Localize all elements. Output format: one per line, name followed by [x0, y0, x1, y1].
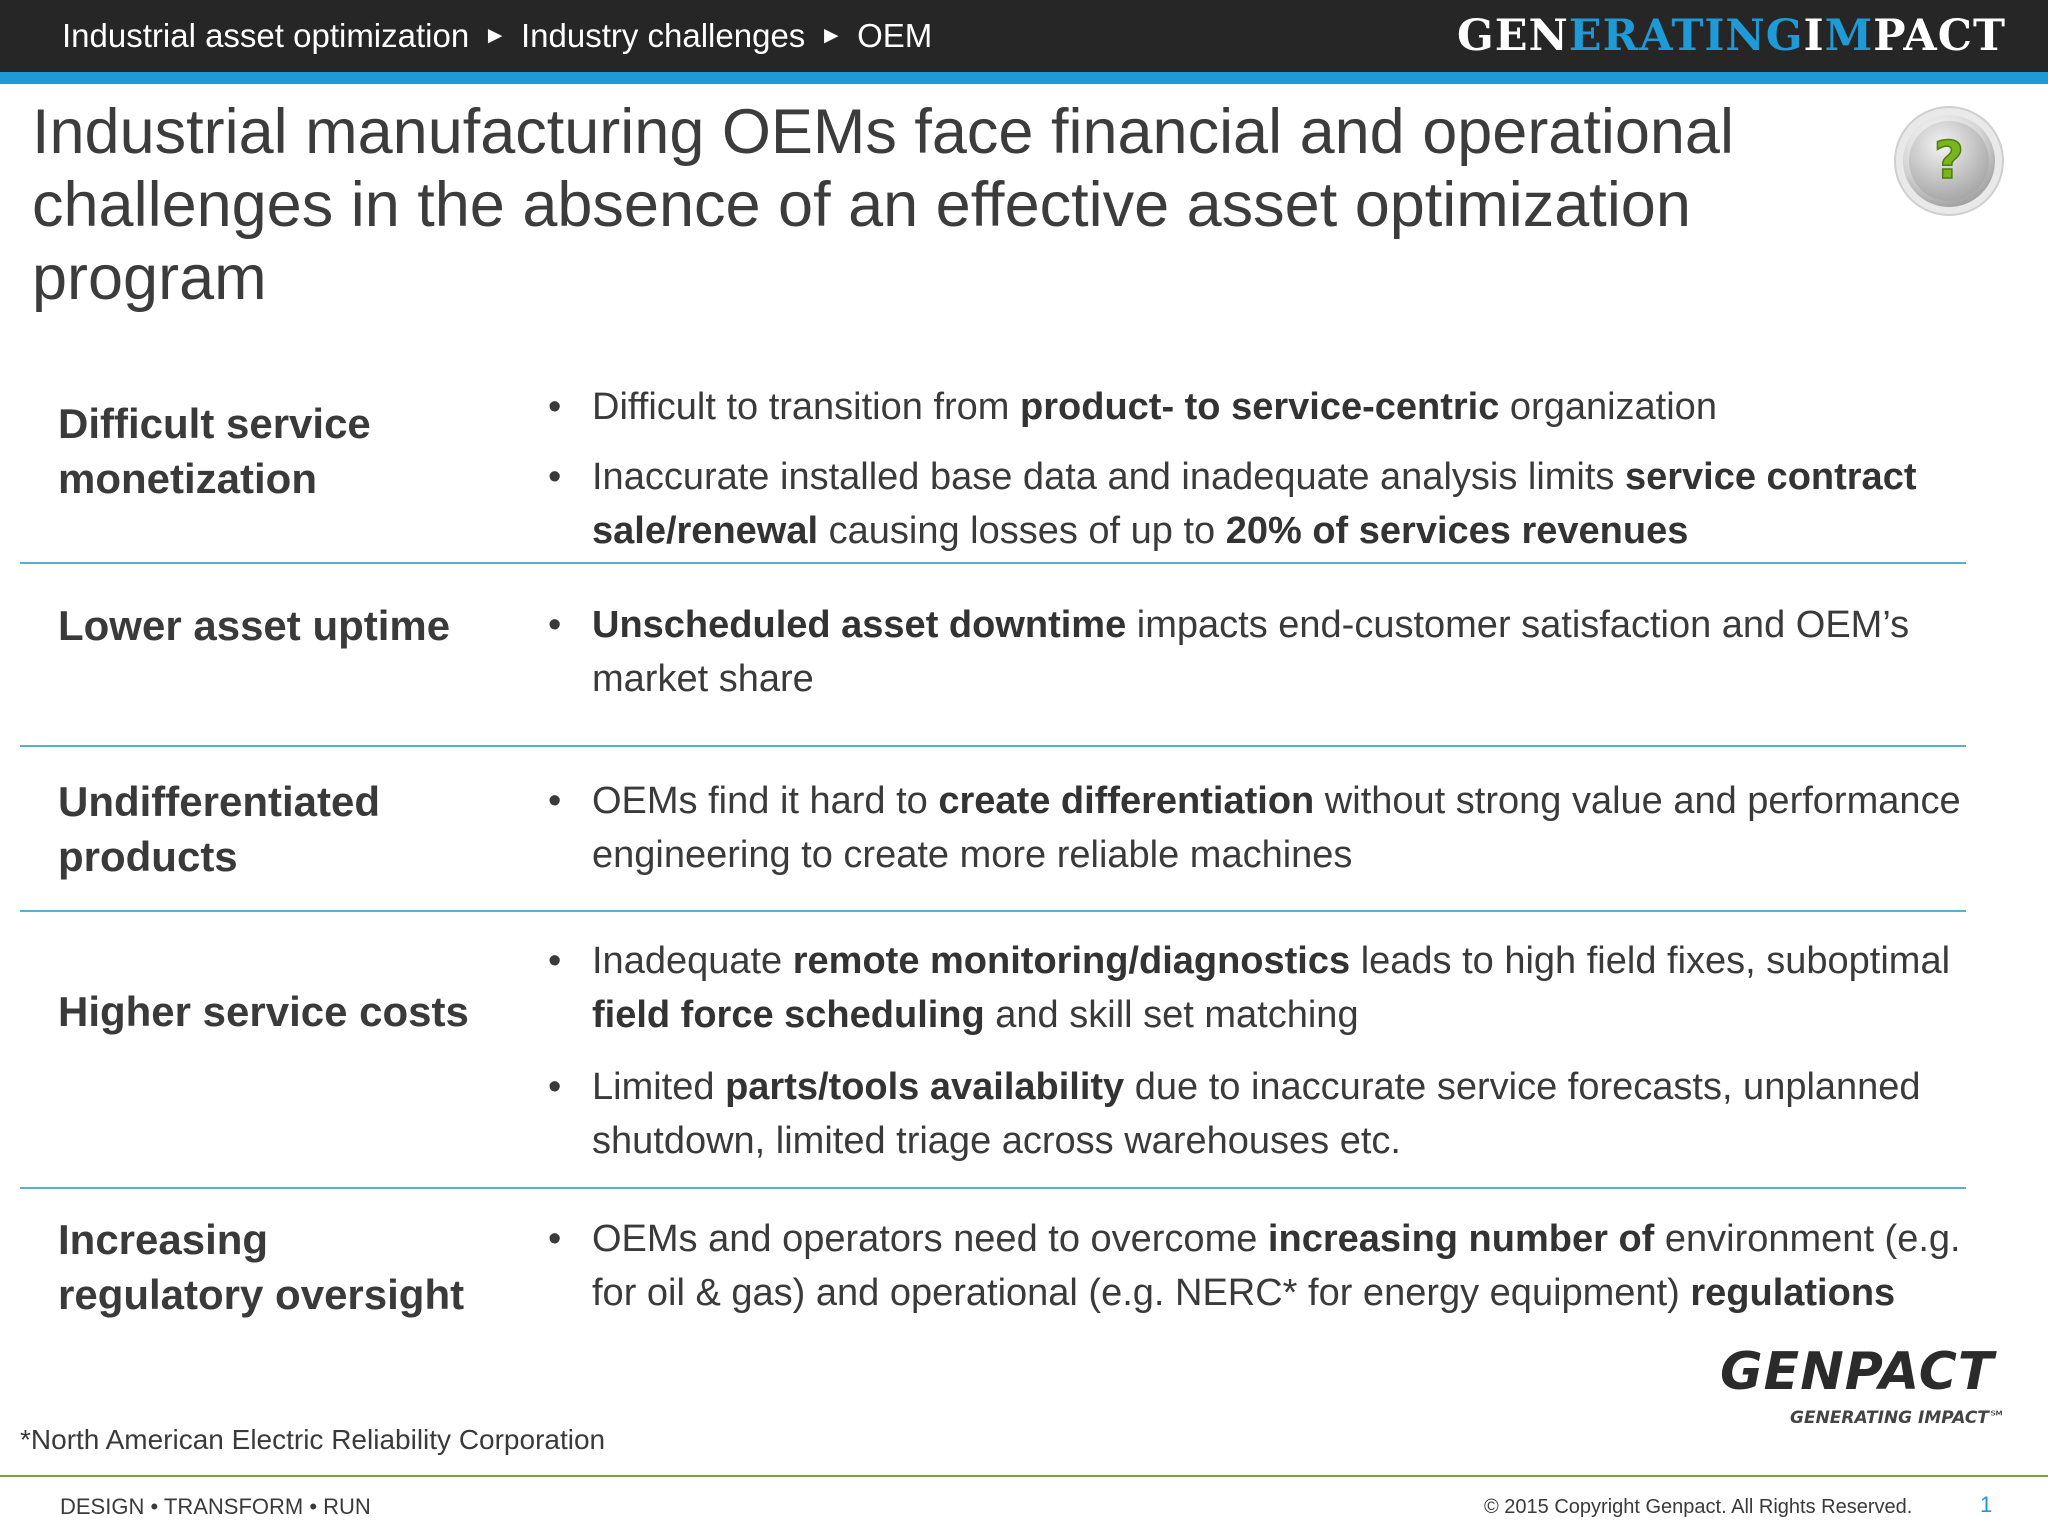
bullet-text: and skill set matching	[984, 994, 1359, 1036]
bullet-text: Limited	[592, 1066, 726, 1108]
bullet-list: • OEMs and operators need to overcome inc…	[536, 1212, 1996, 1320]
row-divider	[20, 910, 1966, 912]
bullet-dot: •	[548, 604, 562, 646]
genpact-logo: GENPACT GENERATING IMPACT℠	[1700, 1342, 2006, 1442]
bullet-text: leads to high field fixes, suboptimal	[1350, 940, 1951, 982]
svg-text:?: ?	[1934, 131, 1964, 191]
row-label: Difficult service monetization	[58, 400, 371, 502]
breadcrumb-separator-icon: ►	[819, 22, 844, 49]
bullet-dot: •	[548, 1066, 562, 1108]
breadcrumb-separator-icon: ►	[483, 22, 507, 49]
bullet-text: due to inaccurate service forecasts, unp…	[592, 1066, 1921, 1162]
brand-part: M	[1824, 11, 1874, 61]
top-bar	[0, 0, 2048, 72]
breadcrumb-item-asset-optimization: Industrial asset optimization	[62, 17, 470, 54]
bullet-list: • Difficult to transition from product- t…	[536, 380, 1996, 558]
bullet-dot: •	[548, 386, 562, 428]
bullet-text: Inaccurate installed base data and inade…	[592, 456, 1625, 498]
row-divider	[20, 745, 1966, 747]
brand-wordmark: GEN ERATING I M PACT	[1457, 8, 2006, 64]
bullet-item: • Difficult to transition from product- t…	[536, 380, 1996, 434]
footnote: *North American Electric Reliability Cor…	[20, 1424, 606, 1455]
bullet-emphasis: product- to service-centric	[1020, 386, 1500, 428]
bullet-text: OEMs find it hard to	[592, 780, 939, 822]
bullet-list: • Inadequate remote monitoring/diagnostic…	[536, 934, 1996, 1168]
brand-part: I	[1803, 11, 1825, 61]
bullet-dot: •	[548, 940, 562, 982]
brand-part: ERATING	[1568, 11, 1804, 61]
page-number: 1	[1980, 1492, 1993, 1517]
footer-copyright: © 2015 Copyright Genpact. All Rights Res…	[1484, 1496, 1913, 1518]
bullet-dot: •	[548, 456, 562, 498]
top-bar-accent	[0, 72, 2048, 84]
bullet-item: • Inaccurate installed base data and inad…	[536, 450, 1996, 558]
bullet-list: • Unscheduled asset downtime impacts end-…	[536, 598, 1996, 706]
bullet-text: organization	[1499, 386, 1717, 428]
bullet-text: Difficult to transition from	[592, 386, 1021, 428]
row-divider	[20, 562, 1966, 564]
bullet-text: impacts end-customer satisfaction and OE…	[592, 604, 1910, 700]
logo-wordmark: GENPACT	[1720, 1342, 1995, 1402]
breadcrumb: Industrial asset optimization ► Industry…	[62, 14, 932, 58]
brand-part: GEN	[1456, 11, 1569, 61]
footer-divider	[0, 1475, 2048, 1477]
bullet-emphasis: create differentiation	[938, 780, 1315, 822]
bullet-emphasis: regulations	[1690, 1272, 1896, 1314]
bullet-text: causing losses of up to	[818, 510, 1226, 552]
bullet-dot: •	[548, 780, 562, 822]
bullet-emphasis: Unscheduled asset downtime	[592, 604, 1127, 646]
bullet-text: without strong value and performance eng…	[592, 780, 1961, 876]
bullet-emphasis: 20% of services revenues	[1225, 510, 1689, 552]
bullet-item: • Inadequate remote monitoring/diagnostic…	[536, 934, 1996, 1042]
row-divider	[20, 1187, 1966, 1189]
bullet-text: environment (e.g. for oil & gas) and ope…	[592, 1218, 1961, 1314]
bullet-emphasis: service contract sale/renewal	[592, 456, 1917, 552]
bullet-emphasis: parts/tools availability	[725, 1066, 1125, 1108]
row-label: Increasing regulatory oversight	[58, 1216, 465, 1318]
footer-tagline: DESIGN • TRANSFORM • RUN	[60, 1494, 371, 1519]
bullet-item: • OEMs and operators need to overcome inc…	[536, 1212, 1996, 1320]
bullet-emphasis: field force scheduling	[592, 994, 985, 1036]
breadcrumb-item-oem: OEM	[857, 17, 933, 54]
bullet-list: • OEMs find it hard to create differentia…	[536, 774, 1996, 882]
bullet-item: • OEMs find it hard to create differentia…	[536, 774, 1996, 882]
logo-tagline: GENERATING IMPACT℠	[1790, 1408, 2007, 1428]
question-mark-icon[interactable]: ?	[1892, 104, 2006, 218]
brand-part: PACT	[1873, 11, 2006, 61]
bullet-emphasis: remote monitoring/diagnostics	[792, 940, 1351, 982]
row-label: Lower asset uptime	[58, 602, 451, 649]
bullet-text: OEMs and operators need to overcome	[592, 1218, 1268, 1260]
row-label: Undifferentiated products	[58, 778, 381, 880]
breadcrumb-item-industry-challenges: Industry challenges	[520, 17, 806, 54]
bullet-emphasis: increasing number of	[1267, 1218, 1655, 1260]
bullet-text: Inadequate	[592, 940, 793, 982]
bullet-item: • Unscheduled asset downtime impacts end-…	[536, 598, 1996, 706]
row-label: Higher service costs	[58, 988, 469, 1035]
bullet-item: • Limited parts/tools availability due to…	[536, 1060, 1996, 1168]
bullet-dot: •	[548, 1218, 562, 1260]
page-title: Industrial manufacturing OEMs face finan…	[32, 97, 1734, 313]
